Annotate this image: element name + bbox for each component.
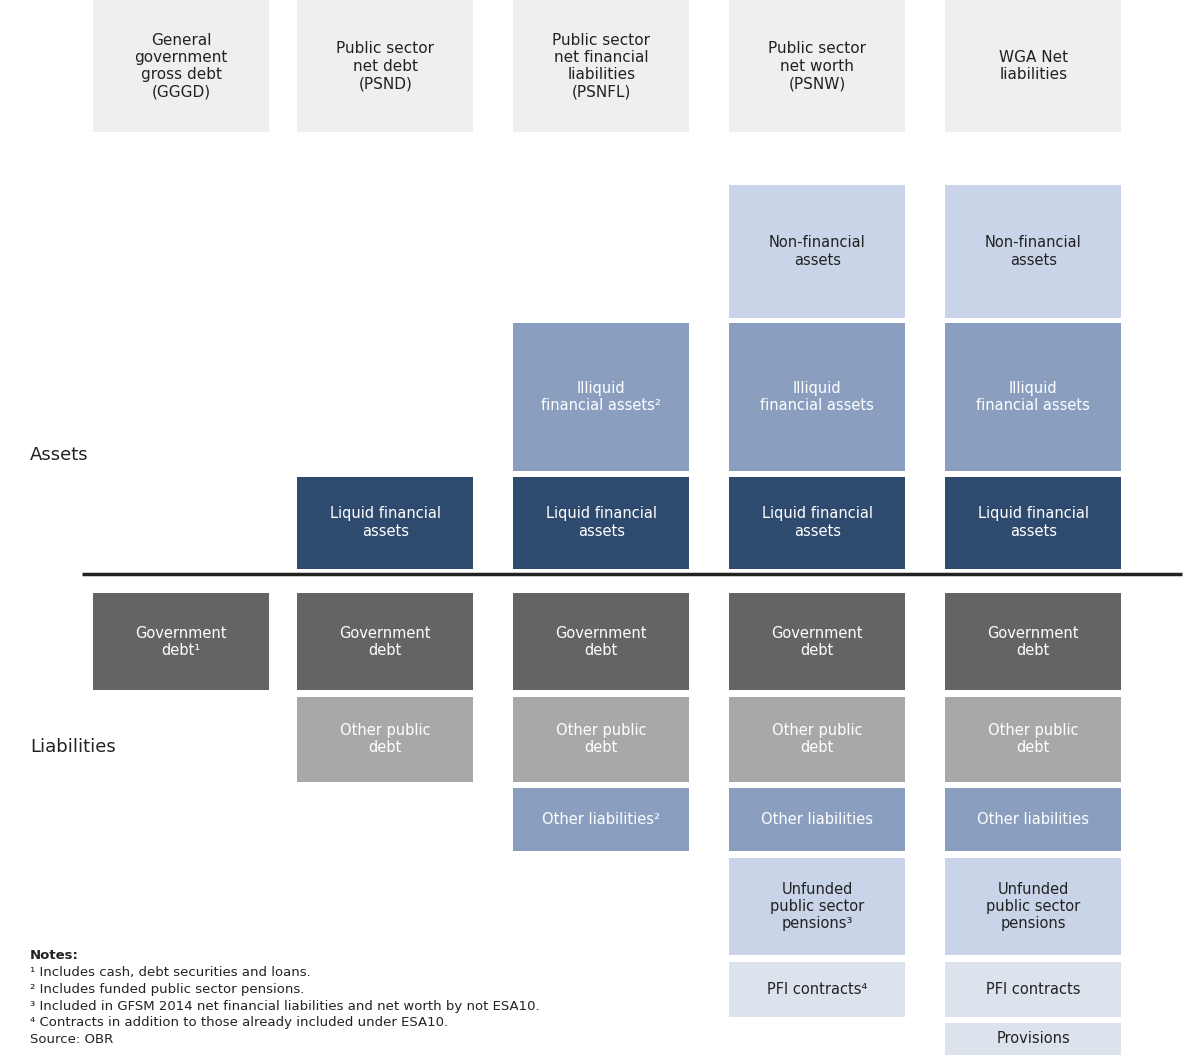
Text: ³ Included in GFSM 2014 net financial liabilities and net worth by not ESA10.: ³ Included in GFSM 2014 net financial li… [30, 1000, 540, 1012]
FancyBboxPatch shape [946, 962, 1122, 1017]
FancyBboxPatch shape [514, 477, 689, 569]
FancyBboxPatch shape [298, 593, 473, 690]
FancyBboxPatch shape [730, 185, 906, 318]
Text: Illiquid
financial assets²: Illiquid financial assets² [541, 381, 661, 413]
Text: Non-financial
assets: Non-financial assets [769, 235, 865, 268]
Text: ² Includes funded public sector pensions.: ² Includes funded public sector pensions… [30, 983, 305, 995]
Text: Provisions: Provisions [996, 1031, 1070, 1046]
FancyBboxPatch shape [946, 697, 1122, 782]
Text: Government
debt: Government debt [988, 626, 1079, 658]
Text: Other public
debt: Other public debt [988, 723, 1079, 755]
Text: Source: OBR: Source: OBR [30, 1034, 113, 1046]
FancyBboxPatch shape [514, 0, 689, 132]
Text: Illiquid
financial assets: Illiquid financial assets [977, 381, 1090, 413]
FancyBboxPatch shape [946, 1023, 1122, 1055]
Text: ⁴ Contracts in addition to those already included under ESA10.: ⁴ Contracts in addition to those already… [30, 1017, 448, 1029]
FancyBboxPatch shape [946, 858, 1122, 955]
FancyBboxPatch shape [730, 323, 906, 471]
Text: Other public
debt: Other public debt [340, 723, 431, 755]
Text: Liquid financial
assets: Liquid financial assets [762, 506, 872, 539]
FancyBboxPatch shape [298, 697, 473, 782]
FancyBboxPatch shape [514, 697, 689, 782]
FancyBboxPatch shape [730, 858, 906, 955]
Text: Unfunded
public sector
pensions³: Unfunded public sector pensions³ [770, 881, 864, 932]
Text: Government
debt: Government debt [556, 626, 647, 658]
Text: Government
debt: Government debt [772, 626, 863, 658]
FancyBboxPatch shape [514, 593, 689, 690]
FancyBboxPatch shape [514, 323, 689, 471]
FancyBboxPatch shape [946, 185, 1122, 318]
FancyBboxPatch shape [946, 788, 1122, 851]
Text: Public sector
net worth
(PSNW): Public sector net worth (PSNW) [768, 41, 866, 91]
Text: Government
debt¹: Government debt¹ [136, 626, 227, 658]
FancyBboxPatch shape [730, 788, 906, 851]
Text: Assets: Assets [30, 447, 89, 464]
FancyBboxPatch shape [94, 0, 269, 132]
FancyBboxPatch shape [730, 0, 906, 132]
Text: Other liabilities: Other liabilities [977, 812, 1090, 827]
Text: Unfunded
public sector
pensions: Unfunded public sector pensions [986, 881, 1080, 932]
FancyBboxPatch shape [94, 593, 269, 690]
Text: Liabilities: Liabilities [30, 738, 115, 755]
Text: Government
debt: Government debt [340, 626, 431, 658]
Text: Liquid financial
assets: Liquid financial assets [546, 506, 656, 539]
Text: Liquid financial
assets: Liquid financial assets [978, 506, 1088, 539]
Text: Liquid financial
assets: Liquid financial assets [330, 506, 440, 539]
Text: General
government
gross debt
(GGGD): General government gross debt (GGGD) [134, 33, 228, 100]
Text: Notes:: Notes: [30, 949, 79, 962]
FancyBboxPatch shape [946, 477, 1122, 569]
Text: ¹ Includes cash, debt securities and loans.: ¹ Includes cash, debt securities and loa… [30, 966, 311, 979]
Text: Other liabilities: Other liabilities [761, 812, 874, 827]
Text: Other public
debt: Other public debt [772, 723, 863, 755]
Text: Non-financial
assets: Non-financial assets [985, 235, 1081, 268]
Text: Public sector
net debt
(PSND): Public sector net debt (PSND) [336, 41, 434, 91]
Text: Illiquid
financial assets: Illiquid financial assets [761, 381, 874, 413]
FancyBboxPatch shape [730, 477, 906, 569]
Text: Other liabilities²: Other liabilities² [542, 812, 660, 827]
Text: PFI contracts: PFI contracts [986, 982, 1080, 997]
FancyBboxPatch shape [298, 477, 473, 569]
Text: PFI contracts⁴: PFI contracts⁴ [767, 982, 868, 997]
FancyBboxPatch shape [946, 0, 1122, 132]
FancyBboxPatch shape [730, 962, 906, 1017]
FancyBboxPatch shape [298, 0, 473, 132]
FancyBboxPatch shape [946, 593, 1122, 690]
Text: WGA Net
liabilities: WGA Net liabilities [998, 50, 1068, 83]
Text: Other public
debt: Other public debt [556, 723, 647, 755]
FancyBboxPatch shape [946, 323, 1122, 471]
FancyBboxPatch shape [730, 593, 906, 690]
Text: Public sector
net financial
liabilities
(PSNFL): Public sector net financial liabilities … [552, 33, 650, 100]
FancyBboxPatch shape [730, 697, 906, 782]
FancyBboxPatch shape [514, 788, 689, 851]
